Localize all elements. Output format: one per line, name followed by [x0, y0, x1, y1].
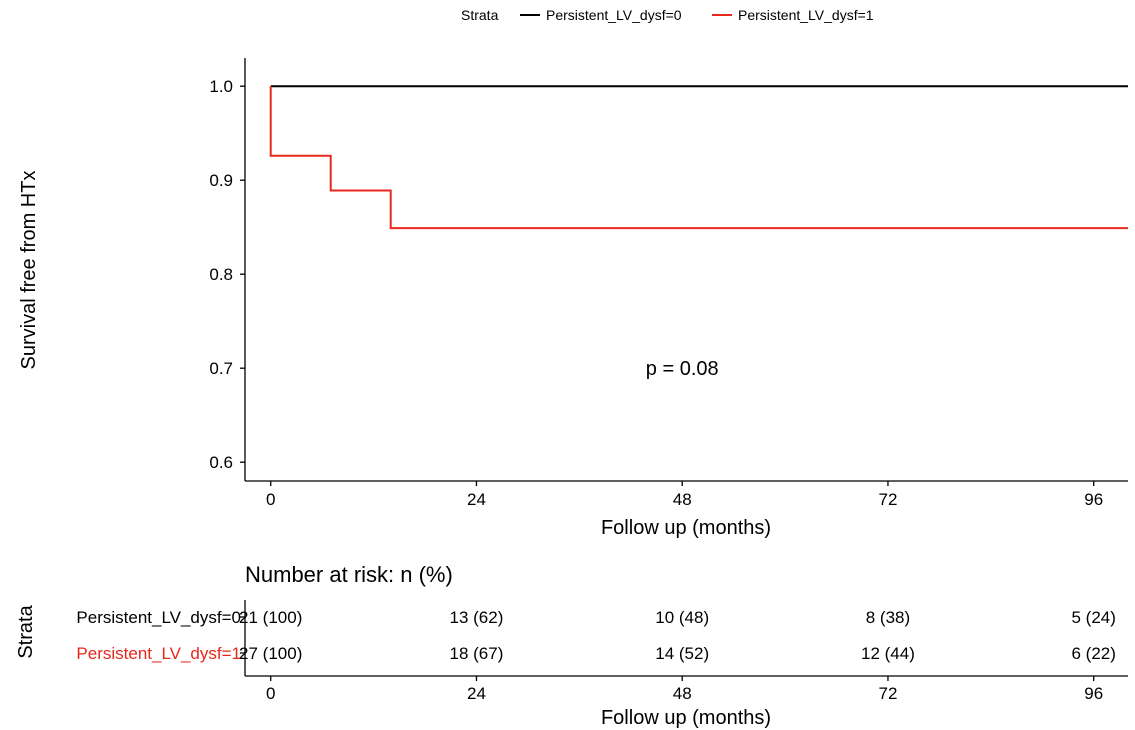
risk-cells: 21 (100) 13 (62) 10 (48) 8 (38) 5 (24) 27 (10… [239, 608, 1116, 663]
risk-cell: 8 (38) [866, 608, 910, 627]
risk-row-label-1: Persistent_LV_dysf=1 [76, 644, 241, 663]
risk-cell: 10 (48) [655, 608, 709, 627]
y-tick-label: 0.8 [209, 265, 233, 284]
risk-cell: 5 (24) [1071, 608, 1115, 627]
x-ticks: 0 24 48 72 96 [266, 481, 1103, 509]
risk-cell: 14 (52) [655, 644, 709, 663]
risk-table-strata-label: Strata [15, 604, 37, 658]
legend: Strata Persistent_LV_dysf=0 Persistent_L… [461, 7, 874, 23]
risk-x-tick-label: 0 [266, 684, 275, 703]
risk-cell: 21 (100) [239, 608, 302, 627]
x-tick-label: 24 [467, 490, 486, 509]
risk-x-tick-label: 48 [673, 684, 692, 703]
y-axis-label: Survival free from HTx [18, 171, 40, 370]
risk-cell: 18 (67) [450, 644, 504, 663]
x-tick-label: 0 [266, 490, 275, 509]
risk-cell: 12 (44) [861, 644, 915, 663]
risk-table-title: Number at risk: n (%) [245, 562, 453, 587]
y-ticks: 0.6 0.7 0.8 0.9 1.0 [209, 77, 245, 472]
risk-x-tick-label: 72 [879, 684, 898, 703]
plot-area: 0.6 0.7 0.8 0.9 1.0 0 24 48 72 96 p = 0.08 Survi… [18, 58, 1128, 539]
y-tick-label: 0.6 [209, 453, 233, 472]
risk-x-tick-label: 96 [1084, 684, 1103, 703]
y-tick-label: 1.0 [209, 77, 233, 96]
y-tick-label: 0.7 [209, 359, 233, 378]
risk-x-axis-label: Follow up (months) [601, 707, 771, 729]
x-tick-label: 48 [673, 490, 692, 509]
x-tick-label: 72 [879, 490, 898, 509]
x-tick-label: 96 [1084, 490, 1103, 509]
risk-x-tick-label: 24 [467, 684, 486, 703]
p-value-annotation: p = 0.08 [646, 358, 719, 380]
risk-cell: 6 (22) [1071, 644, 1115, 663]
y-tick-label: 0.9 [209, 171, 233, 190]
legend-label-1: Persistent_LV_dysf=1 [738, 7, 874, 23]
risk-row-label-0: Persistent_LV_dysf=0 [76, 608, 241, 627]
legend-title: Strata [461, 7, 499, 23]
risk-cell: 13 (62) [450, 608, 504, 627]
x-axis-label: Follow up (months) [601, 517, 771, 539]
risk-x-ticks: 0 24 48 72 96 [266, 676, 1103, 703]
series-group [269, 85, 1128, 230]
risk-cell: 27 (100) [239, 644, 302, 663]
risk-table: Number at risk: n (%) Strata Persistent_… [15, 562, 1128, 729]
legend-label-0: Persistent_LV_dysf=0 [546, 7, 682, 23]
series-line-1 [269, 86, 1128, 230]
